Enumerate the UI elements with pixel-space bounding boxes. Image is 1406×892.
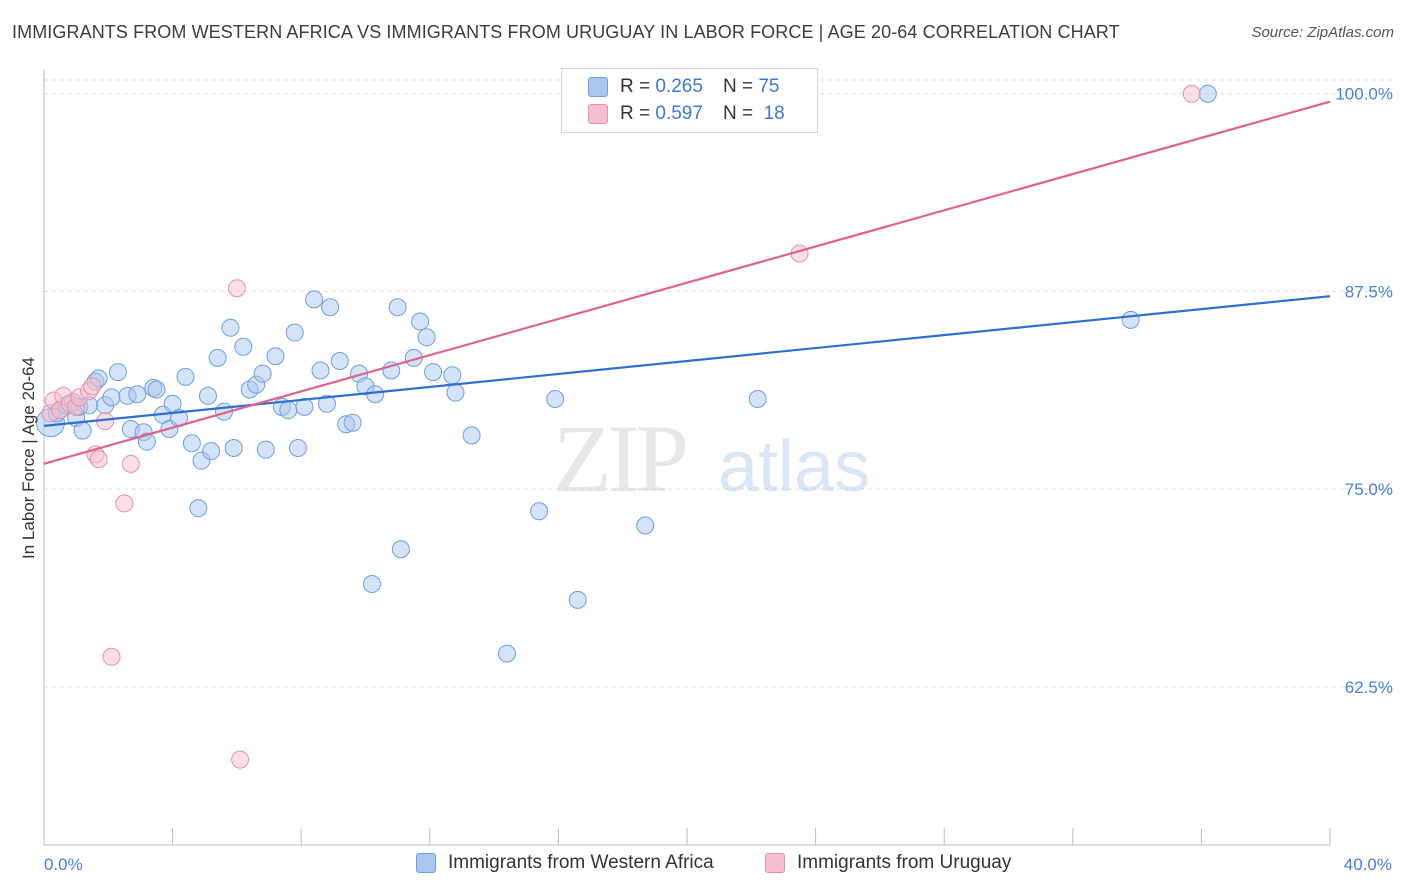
uruguay-point [89,450,108,469]
western-africa-point [388,298,407,317]
r-value: 0.265 [655,76,703,97]
western-africa-point [198,386,217,405]
legend-swatch-blue [416,853,436,873]
western-africa-point [343,413,362,432]
uruguay-point [102,647,121,666]
western-africa-point [362,575,381,594]
uruguay-point [115,494,134,513]
watermark-atlas: atlas [718,427,870,507]
legend-swatch-pink [765,853,785,873]
western-africa-point [285,323,304,342]
western-africa-point [317,394,336,413]
x-axis-ticks [43,828,1331,845]
legend-swatch-blue [588,77,608,97]
western-africa-point [636,516,655,535]
x-tick-label-min: 0.0% [44,855,83,874]
uruguay-point [231,750,250,769]
n-label: N = [722,76,754,97]
western-africa-point [176,367,195,386]
uruguay-point [227,279,246,298]
y-axis-label: In Labor Force | Age 20-64 [19,357,38,559]
y-tick-label: 100.0% [1335,85,1393,104]
legend-stats: R = 0.265 N = 75 R = 0.597 N = 18 [561,68,818,133]
series-western-africa [35,84,1217,663]
western-africa-point [443,366,462,385]
legend-swatch-pink [588,104,608,124]
legend-series: Immigrants from Western Africa Immigrant… [0,850,1406,878]
western-africa-point [462,426,481,445]
trend-lines [43,100,1331,465]
western-africa-point [391,540,410,559]
axes [43,70,1330,846]
western-africa-point [279,401,298,420]
western-africa-point [102,388,121,407]
western-africa-point [137,432,156,451]
r-label: R = [620,103,651,124]
x-tick-label-max: 40.0% [1344,855,1392,874]
western-africa-point [1121,310,1140,329]
western-africa-point [748,389,767,408]
trend-line-uruguay [43,100,1331,465]
western-africa-point [446,383,465,402]
r-label: R = [620,76,651,97]
source-label: Source: ZipAtlas.com [1251,24,1394,41]
y-tick-label: 75.0% [1345,480,1393,499]
western-africa-point [147,380,166,399]
y-tick-label: 62.5% [1345,678,1393,697]
legend-row-uruguay: R = 0.597 N = 18 [588,102,785,126]
western-africa-point [73,421,92,440]
uruguay-point [1182,84,1201,103]
uruguay-point [121,454,140,473]
western-africa-point [330,352,349,371]
western-africa-point [497,644,516,663]
western-africa-point [530,502,549,521]
n-value: 75 [758,76,780,97]
n-value: 18 [763,103,785,124]
series-uruguay [41,84,1201,769]
watermark-zip: ZIP [553,405,686,512]
western-africa-point [288,439,307,458]
western-africa-point [182,434,201,453]
western-africa-point [417,328,436,347]
western-africa-point [128,385,147,404]
western-africa-point [546,389,565,408]
legend-row-western-africa: R = 0.265 N = 75 [588,75,779,99]
western-africa-point [221,318,240,337]
western-africa-point [311,361,330,380]
watermark: ZIP atlas [553,405,870,512]
western-africa-point [108,363,127,382]
western-africa-point [266,347,285,366]
trend-line-western-africa [43,295,1331,427]
western-africa-point [256,440,275,459]
western-africa-point [411,312,430,331]
legend-item-western-africa: Immigrants from Western Africa [416,852,714,874]
r-value: 0.597 [655,103,703,124]
western-africa-point [321,298,340,317]
western-africa-point [234,337,253,356]
legend-label: Immigrants from Uruguay [797,852,1012,873]
y-tick-labels: 62.5% 75.0% 87.5% 100.0% [1335,85,1393,697]
western-africa-point [189,499,208,518]
legend-label: Immigrants from Western Africa [448,852,714,873]
y-tick-label: 87.5% [1345,282,1393,301]
western-africa-point [224,439,243,458]
legend-item-uruguay: Immigrants from Uruguay [765,852,1011,874]
western-africa-point [202,442,221,461]
western-africa-point [366,385,385,404]
western-africa-point [568,590,587,609]
n-label: N = [722,103,754,124]
western-africa-point [305,290,324,309]
chart-title: IMMIGRANTS FROM WESTERN AFRICA VS IMMIGR… [12,22,1120,42]
western-africa-point [253,364,272,383]
western-africa-point [295,397,314,416]
western-africa-point [208,348,227,367]
western-africa-point [424,363,443,382]
uruguay-point [83,377,102,396]
western-africa-point [1198,84,1217,103]
